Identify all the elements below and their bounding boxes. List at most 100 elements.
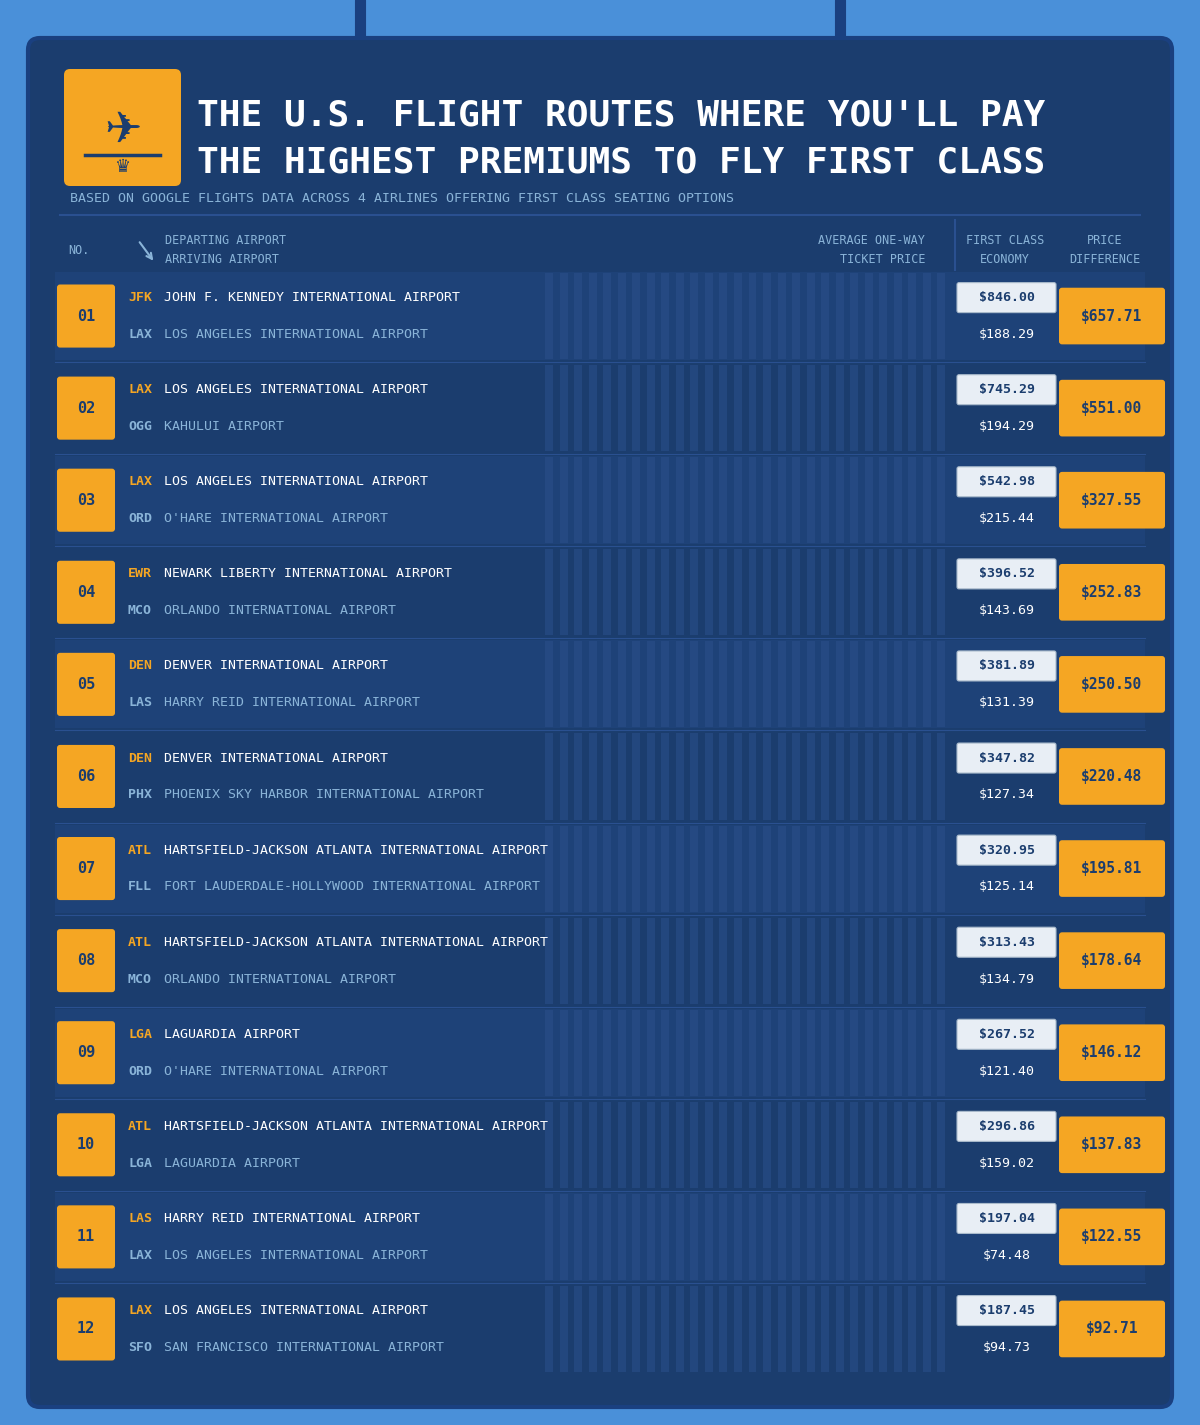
Bar [676, 1285, 684, 1372]
FancyBboxPatch shape [1060, 656, 1165, 712]
Text: ORD: ORD [128, 512, 152, 526]
Bar [865, 641, 872, 727]
Bar [720, 641, 727, 727]
FancyBboxPatch shape [958, 1112, 1056, 1141]
Bar [704, 734, 713, 819]
Bar [559, 734, 568, 819]
FancyBboxPatch shape [1060, 932, 1165, 989]
Bar [894, 457, 902, 543]
FancyBboxPatch shape [958, 835, 1056, 865]
Bar [559, 1102, 568, 1188]
Bar [778, 549, 786, 636]
Bar [734, 274, 742, 359]
Bar [880, 1102, 887, 1188]
Text: ✈: ✈ [104, 108, 142, 151]
Bar [720, 825, 727, 912]
Bar [835, 274, 844, 359]
Bar [937, 274, 946, 359]
Bar [865, 457, 872, 543]
Bar [604, 1010, 611, 1096]
Bar [792, 1102, 800, 1188]
Bar [647, 1102, 655, 1188]
Bar [749, 734, 756, 819]
FancyBboxPatch shape [58, 1113, 115, 1177]
Text: 10: 10 [77, 1137, 95, 1153]
Bar [880, 734, 887, 819]
Bar [792, 1010, 800, 1096]
FancyBboxPatch shape [58, 561, 115, 624]
Text: $188.29: $188.29 [978, 328, 1034, 341]
Bar [865, 1102, 872, 1188]
FancyBboxPatch shape [958, 928, 1056, 958]
Bar [632, 641, 641, 727]
Text: LAX: LAX [128, 476, 152, 489]
Bar [778, 641, 786, 727]
Text: 03: 03 [77, 493, 95, 507]
Bar [559, 365, 568, 452]
Bar [545, 1010, 553, 1096]
Bar [559, 1285, 568, 1372]
Bar [676, 457, 684, 543]
Text: $146.12: $146.12 [1081, 1045, 1142, 1060]
Bar [821, 1010, 829, 1096]
Text: LAGUARDIA AIRPORT: LAGUARDIA AIRPORT [164, 1027, 300, 1040]
Bar [792, 274, 800, 359]
Bar [851, 918, 858, 1003]
Text: O'HARE INTERNATIONAL AIRPORT: O'HARE INTERNATIONAL AIRPORT [164, 1064, 388, 1077]
Bar [734, 457, 742, 543]
Bar [821, 1285, 829, 1372]
Text: LOS ANGELES INTERNATIONAL AIRPORT: LOS ANGELES INTERNATIONAL AIRPORT [164, 328, 428, 341]
Text: $320.95: $320.95 [978, 844, 1034, 856]
Bar [618, 1010, 625, 1096]
Text: $745.29: $745.29 [978, 383, 1034, 396]
Text: $267.52: $267.52 [978, 1027, 1034, 1040]
Bar [763, 274, 772, 359]
Text: AVERAGE ONE-WAY: AVERAGE ONE-WAY [818, 234, 925, 247]
Bar [908, 825, 917, 912]
Bar [923, 1010, 931, 1096]
Bar [908, 457, 917, 543]
Text: $137.83: $137.83 [1081, 1137, 1142, 1153]
FancyBboxPatch shape [958, 742, 1056, 772]
Text: DEPARTING AIRPORT: DEPARTING AIRPORT [166, 234, 286, 247]
Text: HARTSFIELD-JACKSON ATLANTA INTERNATIONAL AIRPORT: HARTSFIELD-JACKSON ATLANTA INTERNATIONAL… [164, 1120, 548, 1133]
Bar [880, 274, 887, 359]
Bar [865, 274, 872, 359]
Bar [851, 1285, 858, 1372]
Bar [589, 274, 596, 359]
Bar [559, 641, 568, 727]
Bar [835, 1285, 844, 1372]
FancyBboxPatch shape [958, 467, 1056, 497]
Bar [792, 734, 800, 819]
Bar [734, 918, 742, 1003]
Text: $551.00: $551.00 [1081, 400, 1142, 416]
Bar [763, 1285, 772, 1372]
Text: 01: 01 [77, 309, 95, 323]
Text: OGG: OGG [128, 420, 152, 433]
Bar [618, 641, 625, 727]
Bar [908, 274, 917, 359]
Bar [792, 641, 800, 727]
Bar [720, 549, 727, 636]
Bar [661, 641, 670, 727]
Bar [647, 457, 655, 543]
Bar [923, 1285, 931, 1372]
Bar [894, 1102, 902, 1188]
Bar [589, 641, 596, 727]
Bar [676, 549, 684, 636]
Bar [661, 1010, 670, 1096]
Bar [835, 457, 844, 543]
Bar [690, 1194, 698, 1280]
Bar [908, 1102, 917, 1188]
Bar [821, 274, 829, 359]
Bar [676, 274, 684, 359]
Bar [865, 365, 872, 452]
Bar [763, 1194, 772, 1280]
Text: BASED ON GOOGLE FLIGHTS DATA ACROSS 4 AIRLINES OFFERING FIRST CLASS SEATING OPTI: BASED ON GOOGLE FLIGHTS DATA ACROSS 4 AI… [70, 191, 734, 205]
Bar [55, 1193, 1145, 1281]
Bar [690, 1102, 698, 1188]
Bar [618, 825, 625, 912]
Bar [894, 1285, 902, 1372]
Bar [604, 1285, 611, 1372]
Bar [734, 365, 742, 452]
